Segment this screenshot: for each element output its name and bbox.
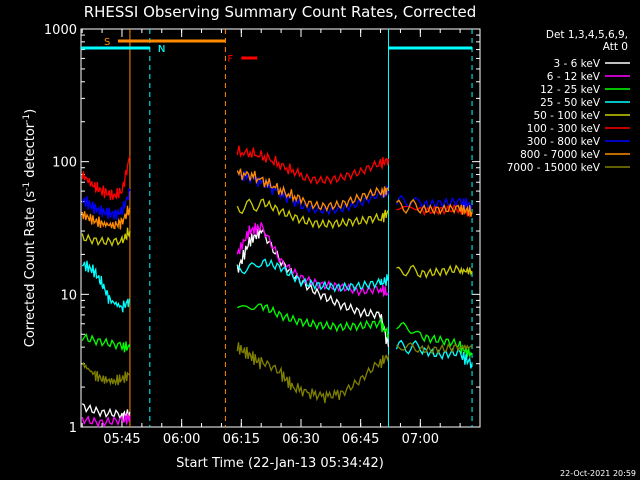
series-line-8 bbox=[81, 361, 131, 387]
y-axis-label-mid: detector bbox=[23, 122, 38, 182]
y-axis-label-sup2: -1 bbox=[22, 114, 32, 123]
series-line-2 bbox=[237, 303, 390, 339]
legend-label: 50 - 100 keV bbox=[533, 110, 600, 122]
y-tick-label: 1 bbox=[69, 421, 77, 436]
flag-label: S bbox=[104, 37, 110, 48]
x-tick-label: 05:45 bbox=[103, 432, 140, 447]
series-line-8 bbox=[396, 342, 473, 355]
flag-label: N bbox=[158, 44, 165, 55]
series-line-4 bbox=[396, 264, 473, 279]
x-tick-label: 06:00 bbox=[163, 432, 200, 447]
x-tick-label: 06:15 bbox=[223, 432, 260, 447]
legend-label: 800 - 7000 keV bbox=[520, 149, 601, 161]
legend-label: 25 - 50 keV bbox=[540, 97, 601, 109]
x-tick-label: 06:45 bbox=[342, 432, 379, 447]
y-axis-label-end: ) bbox=[23, 109, 38, 114]
chart-title: RHESSI Observing Summary Count Rates, Co… bbox=[84, 3, 477, 21]
series-line-7 bbox=[81, 205, 131, 230]
legend-label: 12 - 25 keV bbox=[540, 84, 601, 96]
y-axis-label-main: Corrected Count Rate (s bbox=[23, 191, 38, 348]
y-tick-label: 10 bbox=[60, 288, 77, 303]
series-line-6 bbox=[236, 170, 390, 216]
series-line-7 bbox=[236, 168, 390, 213]
series-line-6 bbox=[81, 188, 131, 220]
series-line-1 bbox=[81, 413, 131, 428]
y-tick-label: 1000 bbox=[44, 23, 77, 38]
legend-label: 100 - 300 keV bbox=[527, 123, 601, 135]
flag-label: N bbox=[158, 44, 165, 55]
render-timestamp: 22-Oct-2021 20:59 bbox=[560, 469, 636, 478]
y-tick-label: 100 bbox=[52, 156, 77, 171]
legend-header: Det 1,3,4,5,6,9, bbox=[546, 29, 628, 41]
x-tick-label: 06:30 bbox=[282, 432, 319, 447]
x-axis-label: Start Time (22-Jan-13 05:34:42) bbox=[176, 456, 384, 471]
series-line-2 bbox=[81, 332, 131, 353]
plot-frame bbox=[80, 28, 481, 428]
series-line-1 bbox=[236, 222, 389, 298]
legend-label: 6 - 12 keV bbox=[547, 71, 601, 83]
series-line-2 bbox=[396, 321, 473, 358]
x-tick-label: 07:00 bbox=[402, 432, 439, 447]
legend-label: 300 - 800 keV bbox=[527, 136, 601, 148]
flag-label: F bbox=[227, 54, 233, 65]
legend-label: 3 - 6 keV bbox=[553, 58, 600, 70]
series-line-3 bbox=[236, 258, 389, 293]
y-axis-label: Corrected Count Rate (s-1 detector-1) bbox=[22, 109, 38, 347]
series-line-5 bbox=[81, 155, 131, 201]
series-line-0 bbox=[236, 227, 390, 348]
y-axis-label-sup1: -1 bbox=[22, 182, 32, 191]
legend-header: Att 0 bbox=[603, 41, 628, 53]
legend-label: 7000 - 15000 keV bbox=[507, 162, 601, 174]
series-line-5 bbox=[236, 145, 390, 186]
series-line-4 bbox=[81, 227, 131, 248]
series-line-7 bbox=[396, 198, 473, 217]
series-line-5 bbox=[396, 203, 473, 219]
series-line-8 bbox=[236, 342, 390, 404]
series-line-0 bbox=[81, 403, 131, 423]
series-line-4 bbox=[236, 198, 389, 230]
series-line-3 bbox=[81, 260, 131, 313]
